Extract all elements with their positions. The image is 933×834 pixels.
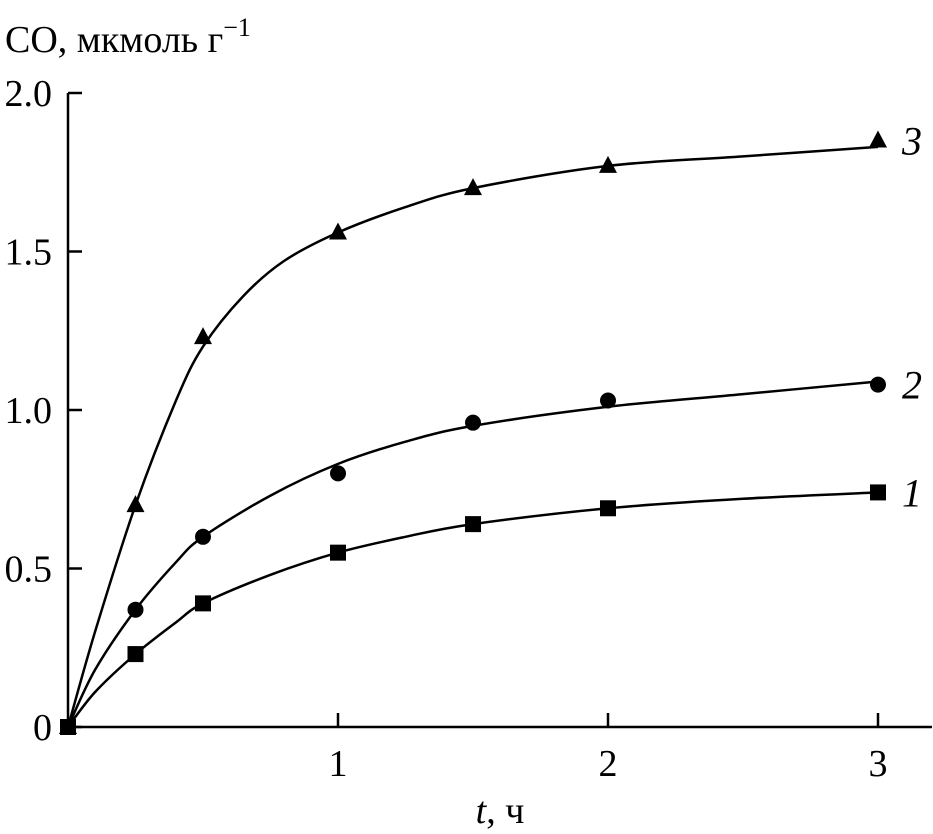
y-tick-label: 1.0 [5,390,53,432]
fit-curves [66,145,879,728]
data-point-square [127,646,144,663]
y-axis-label-superscript: −1 [223,13,251,42]
x-tick-label: 3 [869,743,888,785]
x-axis-label: t, ч [476,790,525,832]
fit-curve-series-3 [66,145,879,728]
data-point-square [870,484,886,501]
y-tick-label: 1.5 [5,232,53,274]
series-label-3: 3 [901,119,922,164]
y-axis-label-text: CO, мкмоль г [5,19,223,61]
data-markers [59,130,887,735]
data-point-square [195,595,211,612]
y-axis-label: CO, мкмоль г−1 [5,13,251,61]
data-point-circle [195,528,211,545]
data-point-square [600,500,616,517]
axes: 0 0.5 1.0 1.5 2.0 1 2 3 [5,73,932,785]
data-point-circle [870,376,886,393]
series-label-2: 2 [902,363,922,408]
data-point-triangle [464,178,482,196]
data-point-circle [127,601,144,618]
fit-curve-series-2 [66,380,879,728]
data-point-square [330,544,346,561]
data-point-circle [600,392,616,409]
data-point-circle [330,465,346,482]
y-tick-label: 2.0 [5,73,53,115]
series-labels: 1 2 3 [901,119,922,516]
series-label-1: 1 [902,470,922,515]
data-point-triangle [126,495,145,513]
x-tick-label: 2 [599,743,618,785]
data-point-triangle [599,155,617,173]
data-point-circle [465,414,481,431]
x-axis-label-var: t [476,790,488,832]
data-point-triangle [329,222,347,240]
y-tick-label: 0.5 [5,549,53,591]
y-tick-label: 0 [33,707,52,749]
x-tick-label: 1 [329,743,348,785]
data-point-triangle [869,130,887,148]
x-axis-label-unit: , ч [486,790,524,832]
data-point-square [465,516,481,533]
data-point-triangle [194,327,212,345]
data-point-triangle [59,717,77,734]
